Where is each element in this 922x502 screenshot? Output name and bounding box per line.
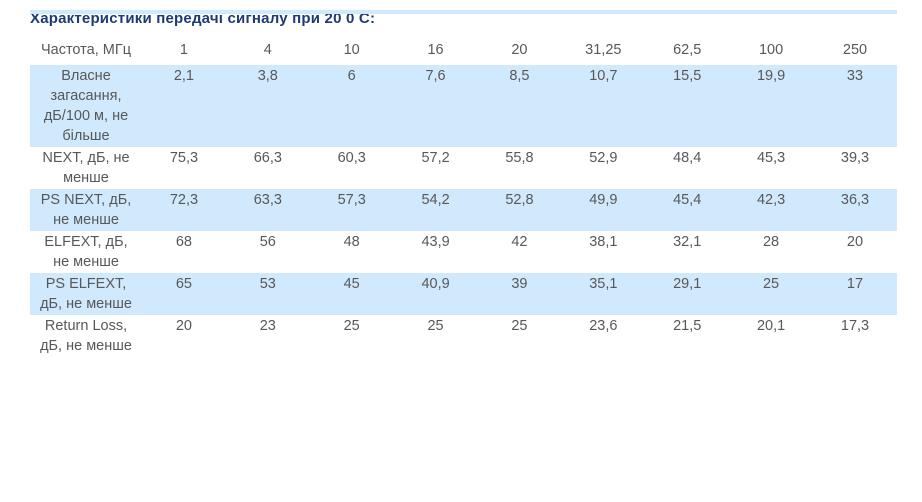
row-value: 7,6 — [425, 68, 446, 84]
row-value: 68 — [175, 234, 192, 250]
table-row: Власне загасання, дБ/100 м, не більше 2,1… — [30, 65, 897, 147]
row-label: PS NEXT, дБ, не менше — [40, 192, 132, 228]
row-value: 21,5 — [673, 318, 702, 334]
row-value: 2,1 — [173, 68, 195, 84]
table-row: NEXT, дБ, не менше 75,3 66,3 60,3 57,2 55,8 52… — [30, 147, 897, 189]
row-value: 66,3 — [253, 150, 282, 166]
row-value: 45 — [343, 276, 360, 292]
row-value: 72,3 — [169, 192, 199, 208]
row-value: 45,3 — [756, 150, 786, 166]
header-frequency-value: 1 — [179, 42, 188, 58]
row-value: 20 — [175, 318, 192, 334]
header-frequency-label: Частота, МГц — [40, 42, 132, 58]
table-row: Return Loss, дБ, не менше 20 23 25 25 25 23,6 2… — [30, 315, 897, 357]
row-value: 48 — [343, 234, 360, 250]
header-frequency-value: 62,5 — [673, 42, 702, 58]
row-value: 53 — [259, 276, 276, 292]
row-value: 25 — [511, 318, 528, 334]
row-value: 42 — [511, 234, 528, 250]
signal-characteristics-table: Частота, МГц 1 4 10 16 20 31,25 62,5 100 250 Вла… — [30, 34, 897, 357]
row-value: 42,3 — [756, 192, 786, 208]
row-value: 55,8 — [505, 150, 534, 166]
row-value: 35,1 — [589, 276, 618, 292]
row-label: NEXT, дБ, не менше — [42, 150, 130, 186]
row-value: 43,9 — [421, 234, 450, 250]
header-frequency-value: 10 — [343, 42, 360, 58]
row-value: 15,5 — [673, 68, 702, 84]
table-body: Власне загасання, дБ/100 м, не більше 2,1… — [30, 65, 897, 357]
row-value: 23 — [259, 318, 276, 334]
row-value: 38,1 — [589, 234, 618, 250]
row-value: 28 — [762, 234, 780, 250]
header-frequency-value: 250 — [842, 42, 868, 58]
row-label: ELFEXT, дБ, не менше — [44, 234, 128, 270]
row-value: 57,2 — [421, 150, 450, 166]
row-label: Return Loss, дБ, не менше — [40, 318, 132, 354]
row-value: 10,7 — [589, 68, 618, 84]
header-frequency-value: 16 — [427, 42, 444, 58]
row-value: 6 — [347, 68, 356, 84]
header-frequency-value: 31,25 — [585, 42, 622, 58]
row-value: 63,3 — [253, 192, 282, 208]
row-label: PS ELFEXT, дБ, не менше — [40, 276, 132, 312]
header-frequency-value: 100 — [758, 42, 784, 58]
row-value: 29,1 — [673, 276, 702, 292]
table-row: PS NEXT, дБ, не менше 72,3 63,3 57,3 54,2 52,… — [30, 189, 897, 231]
row-value: 3,8 — [257, 68, 278, 84]
section-title: Характеристики передачі сигналу при 20 0… — [30, 10, 376, 27]
row-value: 39,3 — [840, 150, 870, 166]
row-value: 40,9 — [421, 276, 450, 292]
row-value: 19,9 — [756, 68, 786, 84]
row-value: 52,8 — [505, 192, 534, 208]
table-header-row: Частота, МГц 1 4 10 16 20 31,25 62,5 100 250 — [30, 34, 897, 65]
row-value: 25 — [762, 276, 780, 292]
row-value: 60,3 — [337, 150, 366, 166]
row-value: 17,3 — [840, 318, 870, 334]
table-head: Частота, МГц 1 4 10 16 20 31,25 62,5 100 250 — [30, 34, 897, 65]
row-value: 54,2 — [421, 192, 450, 208]
row-value: 56 — [259, 234, 276, 250]
row-value: 33 — [846, 68, 864, 84]
row-label: Власне загасання, дБ/100 м, не більше — [43, 68, 129, 144]
row-value: 20 — [846, 234, 864, 250]
row-value: 52,9 — [589, 150, 618, 166]
row-value: 8,5 — [509, 68, 530, 84]
header-frequency-value: 4 — [263, 42, 272, 58]
row-value: 39 — [511, 276, 528, 292]
row-value: 25 — [427, 318, 444, 334]
previous-table-row-edge — [30, 10, 897, 14]
table-row: ELFEXT, дБ, не менше 68 56 48 43,9 42 38,1 32,1… — [30, 231, 897, 273]
row-value: 57,3 — [337, 192, 366, 208]
row-value: 65 — [175, 276, 192, 292]
row-value: 36,3 — [840, 192, 870, 208]
row-value: 17 — [846, 276, 864, 292]
row-value: 20,1 — [756, 318, 786, 334]
row-value: 23,6 — [589, 318, 618, 334]
row-value: 75,3 — [169, 150, 199, 166]
row-value: 32,1 — [673, 234, 702, 250]
row-value: 25 — [343, 318, 360, 334]
row-value: 45,4 — [673, 192, 702, 208]
row-value: 49,9 — [589, 192, 618, 208]
page: Характеристики передачі сигналу при 20 0… — [0, 10, 922, 357]
row-value: 48,4 — [673, 150, 702, 166]
table-row: PS ELFEXT, дБ, не менше 65 53 45 40,9 39 35,1 2… — [30, 273, 897, 315]
header-frequency-value: 20 — [511, 42, 528, 58]
